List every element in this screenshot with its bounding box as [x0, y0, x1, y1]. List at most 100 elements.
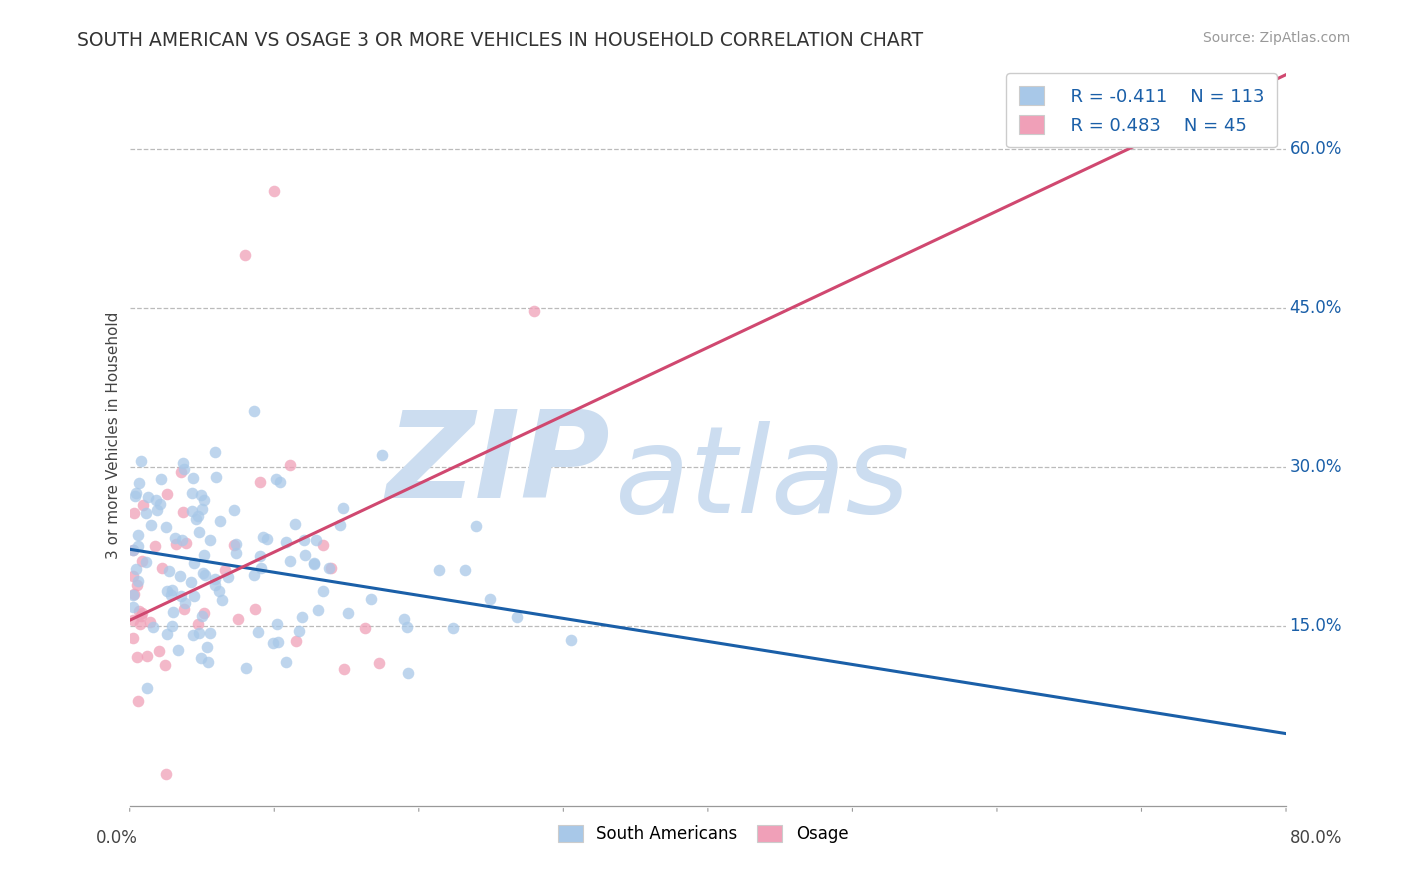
Point: [190, 502, 212, 516]
Point: [243, 568, 266, 582]
Point: [127, 574, 149, 589]
Text: ZIP: ZIP: [385, 406, 610, 523]
Point: [155, 767, 177, 781]
Point: [250, 561, 273, 575]
Point: [173, 601, 195, 615]
Point: [172, 456, 194, 470]
Point: [125, 578, 148, 592]
Point: [180, 504, 202, 518]
Point: [172, 505, 194, 519]
Point: [181, 628, 204, 642]
Point: [197, 656, 219, 670]
Point: [198, 626, 221, 640]
Text: 30.0%: 30.0%: [1289, 458, 1341, 475]
Point: [188, 525, 211, 540]
Point: [194, 567, 217, 582]
Point: [162, 605, 184, 619]
Point: [560, 633, 582, 648]
Point: [269, 475, 291, 489]
Point: [149, 497, 172, 511]
Point: [302, 556, 325, 570]
Point: [165, 531, 187, 545]
Point: [148, 644, 170, 658]
Point: [292, 533, 315, 547]
Point: [333, 662, 356, 676]
Point: [214, 563, 236, 577]
Point: [267, 634, 290, 648]
Text: 80.0%: 80.0%: [1291, 829, 1343, 847]
Point: [146, 502, 169, 516]
Point: [396, 666, 419, 681]
Point: [155, 657, 177, 672]
Point: [368, 657, 391, 671]
Text: 45.0%: 45.0%: [1289, 299, 1341, 317]
Point: [170, 590, 193, 604]
Point: [156, 487, 179, 501]
Point: [125, 562, 148, 576]
Point: [121, 599, 143, 614]
Point: [128, 604, 150, 618]
Point: [204, 572, 226, 586]
Point: [165, 537, 187, 551]
Point: [127, 539, 149, 553]
Point: [190, 609, 212, 624]
Point: [193, 549, 215, 563]
Point: [294, 548, 316, 562]
Point: [121, 613, 143, 627]
Text: 0.0%: 0.0%: [96, 829, 138, 847]
Point: [160, 588, 183, 602]
Point: [318, 561, 340, 575]
Point: [188, 626, 211, 640]
Point: [155, 520, 177, 534]
Point: [243, 602, 266, 616]
Point: [276, 535, 298, 549]
Legend: South Americans, Osage: South Americans, Osage: [551, 818, 855, 850]
Point: [302, 557, 325, 571]
Point: [222, 503, 245, 517]
Point: [129, 617, 152, 632]
Point: [392, 611, 415, 625]
Point: [122, 569, 145, 583]
Point: [136, 648, 159, 663]
Point: [264, 472, 287, 486]
Point: [128, 476, 150, 491]
Point: [291, 610, 314, 624]
Point: [167, 643, 190, 657]
Point: [242, 404, 264, 418]
Point: [135, 681, 157, 696]
Point: [132, 498, 155, 512]
Point: [174, 535, 197, 549]
Point: [204, 444, 226, 458]
Point: [246, 624, 269, 639]
Text: 60.0%: 60.0%: [1289, 140, 1341, 158]
Point: [249, 549, 271, 564]
Point: [336, 606, 359, 620]
Point: [122, 506, 145, 520]
Point: [225, 546, 247, 560]
Point: [145, 492, 167, 507]
Point: [396, 619, 419, 633]
Point: [506, 609, 529, 624]
Point: [131, 606, 153, 620]
Point: [156, 583, 179, 598]
Point: [150, 561, 173, 575]
Point: [181, 471, 204, 485]
Point: [222, 538, 245, 552]
Point: [360, 591, 382, 606]
Point: [204, 578, 226, 592]
Point: [191, 566, 214, 581]
Point: [124, 489, 146, 503]
Point: [228, 612, 250, 626]
Point: [173, 461, 195, 475]
Point: [280, 458, 302, 472]
Point: [312, 538, 335, 552]
Point: [284, 517, 307, 532]
Point: [190, 487, 212, 501]
Point: [274, 655, 297, 669]
Point: [187, 617, 209, 632]
Point: [180, 575, 202, 590]
Point: [252, 530, 274, 544]
Point: [136, 490, 159, 504]
Text: 15.0%: 15.0%: [1289, 616, 1341, 634]
Text: atlas: atlas: [616, 421, 911, 538]
